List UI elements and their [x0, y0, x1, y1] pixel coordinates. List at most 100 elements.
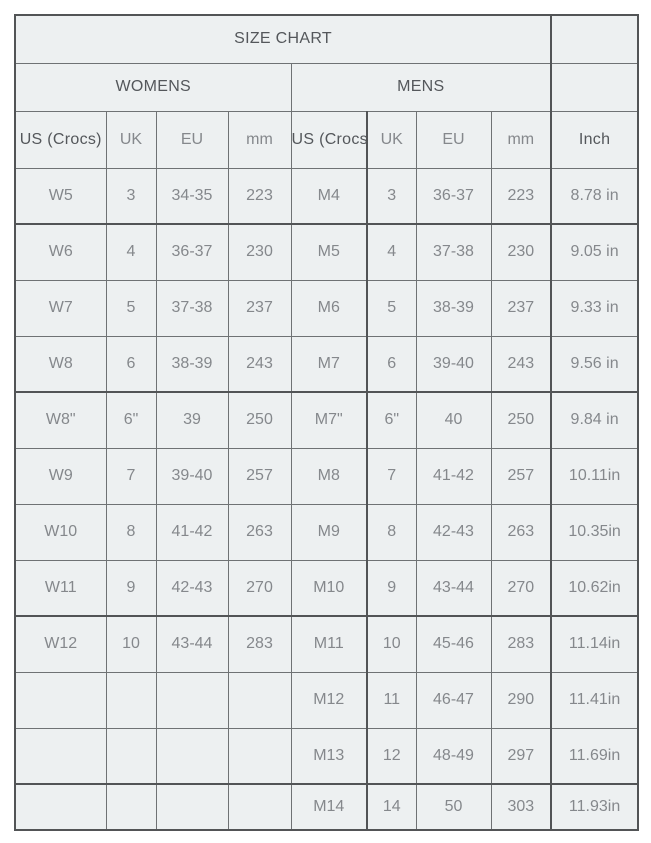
- table-cell: M9: [290, 503, 368, 561]
- table-cell: 38-39: [155, 335, 229, 393]
- table-row: W8" 6" 39 250 M7" 6" 40 250 9.84 in: [14, 391, 639, 449]
- table-cell: 250: [490, 391, 552, 449]
- table-cell: 9.56 in: [550, 335, 639, 393]
- table-cell: 45-46: [415, 615, 492, 673]
- column-header-row: US (Crocs) UK EU mm US (Crocs) UK EU mm …: [14, 110, 639, 169]
- column-header-mm-womens: mm: [227, 110, 292, 169]
- column-header-eu-mens: EU: [415, 110, 492, 169]
- table-cell: 303: [490, 783, 552, 831]
- size-chart-table: SIZE CHART WOMENS MENS US (Crocs) UK EU …: [14, 14, 640, 831]
- table-cell: 11.41in: [550, 671, 639, 729]
- table-cell: [227, 727, 292, 785]
- table-cell: 41-42: [415, 447, 492, 505]
- table-cell: 223: [227, 167, 292, 225]
- table-cell: 36-37: [155, 223, 229, 281]
- table-cell: 10.62in: [550, 559, 639, 617]
- table-cell: 36-37: [415, 167, 492, 225]
- table-cell: 37-38: [415, 223, 492, 281]
- table-cell: 9.33 in: [550, 279, 639, 337]
- table-cell: 41-42: [155, 503, 229, 561]
- table-cell: 8: [105, 503, 157, 561]
- table-cell: 8: [366, 503, 417, 561]
- table-cell: 263: [227, 503, 292, 561]
- table-cell: 3: [366, 167, 417, 225]
- table-cell: 38-39: [415, 279, 492, 337]
- table-cell: 43-44: [155, 615, 229, 673]
- table-cell: M4: [290, 167, 368, 225]
- table-cell: 14: [366, 783, 417, 831]
- size-chart-body: W5 3 34-35 223 M4 3 36-37 223 8.78 in W6 4 36-37 230…: [14, 167, 639, 831]
- table-cell: 230: [490, 223, 552, 281]
- table-cell: 5: [105, 279, 157, 337]
- table-row: W6 4 36-37 230 M5 4 37-38 230 9.05 in: [14, 223, 639, 281]
- table-cell: W11: [14, 559, 107, 617]
- table-cell: 46-47: [415, 671, 492, 729]
- table-cell: M12: [290, 671, 368, 729]
- table-cell: 257: [227, 447, 292, 505]
- table-cell: 5: [366, 279, 417, 337]
- column-header-mm-mens: mm: [490, 110, 552, 169]
- table-cell: [105, 783, 157, 831]
- table-cell: 39: [155, 391, 229, 449]
- table-cell: 9: [105, 559, 157, 617]
- table-cell: W9: [14, 447, 107, 505]
- group-header-row: WOMENS MENS: [14, 62, 639, 112]
- table-row: W7 5 37-38 237 M6 5 38-39 237 9.33 in: [14, 279, 639, 337]
- group-spacer-cell: [550, 62, 639, 112]
- title-spacer-cell: [550, 14, 639, 64]
- table-cell: 48-49: [415, 727, 492, 785]
- table-cell: M14: [290, 783, 368, 831]
- table-cell: 223: [490, 167, 552, 225]
- column-header-us-womens: US (Crocs): [14, 110, 107, 169]
- table-cell: W10: [14, 503, 107, 561]
- table-cell: 6: [366, 335, 417, 393]
- table-cell: 297: [490, 727, 552, 785]
- table-cell: 290: [490, 671, 552, 729]
- womens-group-header: WOMENS: [14, 62, 292, 112]
- mens-group-header: MENS: [290, 62, 552, 112]
- table-cell: W12: [14, 615, 107, 673]
- table-row: W10 8 41-42 263 M9 8 42-43 263 10.35in: [14, 503, 639, 561]
- title-row: SIZE CHART: [14, 14, 639, 64]
- table-cell: 42-43: [155, 559, 229, 617]
- table-row: W5 3 34-35 223 M4 3 36-37 223 8.78 in: [14, 167, 639, 225]
- table-cell: 257: [490, 447, 552, 505]
- table-cell: M10: [290, 559, 368, 617]
- table-row: M14 14 50 303 11.93in: [14, 783, 639, 831]
- table-cell: [155, 671, 229, 729]
- table-cell: 39-40: [415, 335, 492, 393]
- table-cell: W7: [14, 279, 107, 337]
- table-cell: M7: [290, 335, 368, 393]
- table-cell: [227, 783, 292, 831]
- table-cell: 250: [227, 391, 292, 449]
- table-cell: 243: [490, 335, 552, 393]
- column-header-us-mens: US (Crocs): [290, 110, 368, 169]
- table-cell: 243: [227, 335, 292, 393]
- table-cell: 8.78 in: [550, 167, 639, 225]
- table-cell: [105, 671, 157, 729]
- table-row: M12 11 46-47 290 11.41in: [14, 671, 639, 729]
- table-row: W12 10 43-44 283 M11 10 45-46 283 11.14in: [14, 615, 639, 673]
- table-row: M13 12 48-49 297 11.69in: [14, 727, 639, 785]
- table-cell: 4: [105, 223, 157, 281]
- table-cell: M5: [290, 223, 368, 281]
- table-cell: 6": [366, 391, 417, 449]
- table-cell: W8: [14, 335, 107, 393]
- table-cell: 283: [490, 615, 552, 673]
- table-cell: 6: [105, 335, 157, 393]
- table-cell: 11: [366, 671, 417, 729]
- table-cell: M11: [290, 615, 368, 673]
- table-row: W8 6 38-39 243 M7 6 39-40 243 9.56 in: [14, 335, 639, 393]
- table-cell: 42-43: [415, 503, 492, 561]
- table-cell: 37-38: [155, 279, 229, 337]
- table-cell: 10.35in: [550, 503, 639, 561]
- table-cell: [14, 727, 107, 785]
- table-cell: [14, 671, 107, 729]
- table-cell: 237: [227, 279, 292, 337]
- column-header-uk-womens: UK: [105, 110, 157, 169]
- table-cell: 270: [227, 559, 292, 617]
- table-cell: 263: [490, 503, 552, 561]
- table-cell: 12: [366, 727, 417, 785]
- table-cell: M7": [290, 391, 368, 449]
